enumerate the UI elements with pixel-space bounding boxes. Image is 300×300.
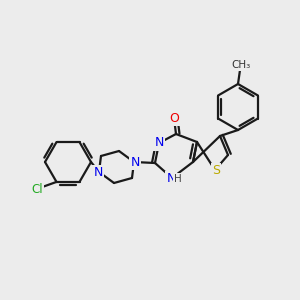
- Text: N: N: [166, 172, 176, 184]
- Text: Cl: Cl: [32, 183, 43, 196]
- Text: CH₃: CH₃: [231, 60, 250, 70]
- Text: N: N: [130, 155, 140, 169]
- Text: N: N: [93, 166, 103, 178]
- Text: O: O: [169, 112, 179, 124]
- Text: N: N: [154, 136, 164, 149]
- Text: S: S: [212, 164, 220, 176]
- Text: H: H: [174, 174, 182, 184]
